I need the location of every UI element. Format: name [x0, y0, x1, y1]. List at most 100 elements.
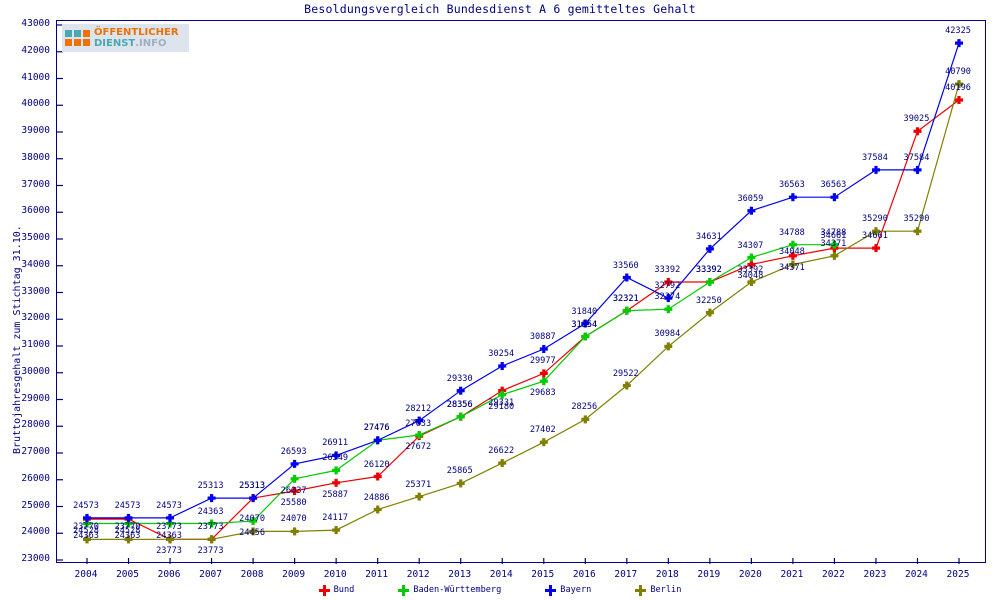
data-point-marker	[622, 306, 631, 315]
y-axis-tick-label: 32000	[21, 312, 50, 324]
y-axis-tick-label: 29000	[21, 392, 50, 404]
legend-item-berlin[interactable]: Berlin	[635, 584, 682, 596]
data-point-label: 27672	[405, 442, 432, 453]
data-point-label: 30984	[654, 329, 681, 340]
data-point-marker	[83, 535, 91, 544]
data-point-label: 23770	[73, 522, 99, 533]
data-point-label: 28212	[405, 403, 432, 414]
data-point-marker	[913, 227, 922, 236]
data-point-label: 26593	[280, 446, 307, 457]
x-axis-tick-label: 2022	[821, 569, 845, 580]
data-point-marker	[788, 193, 797, 202]
data-point-label: 25371	[405, 479, 432, 490]
data-point-marker	[456, 386, 465, 395]
data-point-marker	[290, 459, 299, 468]
y-axis-tick-label: 23000	[21, 553, 50, 564]
series-line	[87, 99, 960, 540]
y-axis-tick-label: 33000	[21, 285, 50, 297]
data-point-label: 32792	[654, 281, 681, 292]
data-point-label: 29331	[488, 397, 515, 408]
data-point-label: 30887	[529, 332, 556, 343]
data-point-label: 24573	[114, 500, 141, 511]
data-point-label: 23773	[197, 546, 224, 557]
data-point-label: 34371	[820, 238, 847, 249]
data-point-label: 36563	[820, 180, 847, 191]
data-point-label: 29683	[529, 388, 556, 399]
data-point-marker	[830, 193, 839, 202]
site-logo: ÖFFENTLICHER DIENST.INFO	[62, 24, 189, 52]
data-point-marker	[83, 513, 91, 522]
data-point-marker	[830, 251, 839, 260]
y-axis-tick-label: 37000	[21, 178, 50, 190]
data-point-marker	[539, 438, 548, 447]
x-axis-tick-label: 2012	[406, 569, 430, 580]
logo-line-2: DIENST.INFO	[94, 38, 167, 49]
data-point-marker	[955, 80, 963, 89]
data-point-marker	[207, 494, 216, 503]
data-point-marker	[373, 472, 382, 481]
x-axis-tick-label: 2025	[946, 569, 970, 580]
data-point-label: 24573	[73, 500, 99, 511]
legend-item-baden-w-rttemberg[interactable]: Baden-Württemberg	[398, 584, 501, 596]
data-point-label: 29522	[612, 368, 639, 379]
logo-text: ÖFFENTLICHER DIENST.INFO	[94, 27, 179, 49]
data-point-marker	[539, 377, 548, 386]
data-point-label: 26911	[322, 438, 349, 449]
data-point-label: 32321	[612, 293, 639, 304]
series-line	[87, 83, 960, 541]
data-point-label: 28256	[571, 402, 598, 413]
data-point-marker	[373, 505, 382, 514]
legend-marker-icon	[318, 584, 330, 596]
data-point-marker	[415, 492, 424, 501]
data-point-marker	[622, 273, 631, 282]
data-point-marker	[166, 519, 174, 528]
data-point-marker	[705, 244, 714, 253]
data-point-marker	[955, 96, 963, 104]
series-line	[87, 42, 960, 519]
data-point-marker	[207, 519, 216, 528]
data-point-label: 24363	[114, 530, 141, 541]
data-point-marker	[747, 260, 756, 269]
data-point-marker	[830, 240, 839, 249]
legend-label: Berlin	[650, 585, 682, 595]
data-point-marker	[373, 436, 382, 445]
data-point-label: 24886	[363, 492, 390, 503]
data-point-label: 42325	[945, 26, 971, 37]
data-point-label: 25580	[280, 497, 307, 508]
x-axis-tick-label: 2011	[365, 569, 389, 580]
data-point-label: 35290	[903, 214, 930, 225]
data-point-label: 34661	[820, 231, 847, 242]
x-axis-tick-label: 2023	[863, 569, 887, 580]
legend-item-bayern[interactable]: Bayern	[545, 584, 592, 596]
data-point-marker	[955, 39, 963, 48]
data-point-label: 33392	[695, 265, 722, 275]
legend-label: Bayern	[560, 585, 592, 595]
y-axis-tick-label: 36000	[21, 205, 50, 217]
data-point-marker	[415, 431, 424, 439]
x-axis-tick-label: 2017	[614, 569, 638, 580]
data-point-label: 33392	[695, 265, 722, 275]
data-point-label: 24573	[156, 500, 182, 511]
x-axis-tick-label: 2005	[116, 569, 139, 580]
logo-squares-icon	[65, 30, 90, 46]
data-point-marker	[456, 479, 465, 488]
x-axis-tick-label: 2007	[199, 569, 222, 580]
y-axis-tick-label: 42000	[21, 44, 50, 56]
series-layer	[57, 24, 963, 564]
data-point-marker	[498, 362, 507, 370]
data-point-label: 25887	[322, 489, 349, 500]
data-point-label: 24456	[239, 528, 266, 539]
x-axis-tick-label: 2016	[572, 569, 596, 580]
data-point-label: 30254	[488, 348, 515, 359]
data-point-label: 36563	[778, 180, 805, 191]
legend-item-bund[interactable]: Bund	[318, 584, 354, 596]
data-point-label: 37584	[903, 152, 930, 163]
data-point-label: 32250	[695, 295, 722, 306]
data-point-marker	[332, 478, 341, 487]
data-point-label: 34371	[778, 262, 805, 273]
x-axis-tick-label: 2006	[157, 569, 181, 580]
data-point-marker	[498, 390, 507, 399]
data-point-label: 34788	[820, 227, 847, 238]
data-point-marker	[290, 527, 299, 536]
y-axis-tick-label: 25000	[21, 499, 50, 511]
